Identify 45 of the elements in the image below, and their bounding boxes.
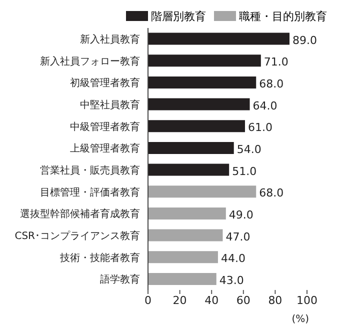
legend-label: 職種・目的別教育 [239, 8, 327, 24]
x-tick-label: 0 [144, 294, 152, 307]
data-label: 54.0 [236, 142, 262, 156]
bar [148, 229, 223, 242]
y-tick-label: 技術・技能者教育 [59, 252, 140, 264]
data-label: 44.0 [220, 252, 246, 266]
data-label: 49.0 [228, 208, 254, 222]
data-label: 68.0 [259, 186, 284, 200]
data-label: 51.0 [232, 164, 257, 178]
bar [148, 142, 234, 154]
bar [148, 207, 226, 220]
x-tick-label: 20 [172, 294, 187, 307]
x-axis-title: (%) [292, 314, 310, 325]
y-tick-label: 語学教育 [100, 274, 140, 286]
y-tick-label: 上級管理者教育 [70, 142, 140, 155]
data-label: 89.0 [292, 34, 318, 47]
data-label: 61.0 [248, 121, 272, 134]
data-label: 47.0 [226, 230, 250, 244]
data-label: 68.0 [259, 77, 284, 90]
data-label: 43.0 [219, 274, 244, 287]
bar [148, 186, 256, 198]
y-tick-label: 中堅社員教育 [80, 98, 140, 111]
y-tick-label: 中級管理者教育 [70, 120, 140, 133]
bar [148, 32, 290, 45]
y-tick-label: 初級管理者教育 [70, 77, 140, 90]
y-tick-label: 営業社員・販売員教育 [40, 164, 140, 176]
bar [148, 251, 218, 264]
y-tick-label: 新入社員フォロー教育 [40, 55, 140, 68]
y-tick-label: CSR･コンプライアンス教育 [14, 230, 140, 242]
y-tick-label: 新入社員教育 [80, 33, 140, 46]
x-tick-label: 40 [204, 294, 219, 307]
bar [148, 76, 256, 88]
x-tick-label: 80 [268, 294, 282, 307]
bar [148, 54, 261, 67]
y-tick-label: 選抜型幹部候補者育成教育 [20, 208, 140, 220]
legend-label: 階層別教育 [151, 8, 206, 24]
x-tick-label: 60 [236, 294, 250, 307]
data-label: 64.0 [252, 99, 278, 112]
bar [148, 272, 216, 285]
data-label: 71.0 [264, 56, 288, 69]
bar [148, 98, 250, 110]
bar [148, 120, 245, 132]
x-tick-label: 100 [296, 294, 318, 307]
y-tick-label: 目標管理・評価者教育 [40, 186, 140, 198]
bar [148, 164, 230, 176]
